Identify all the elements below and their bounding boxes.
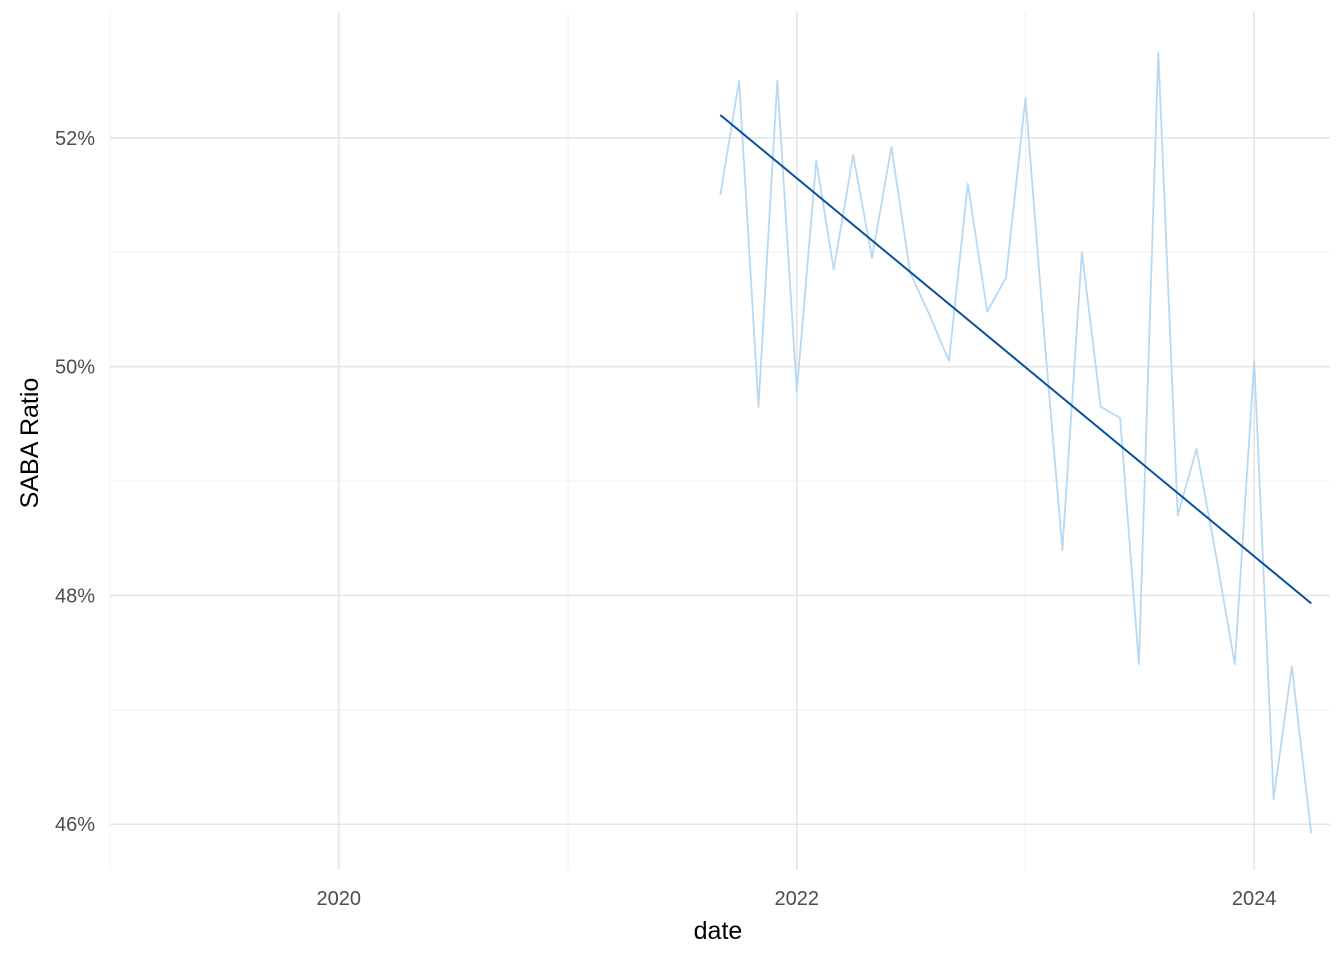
x-tick-label: 2020: [316, 888, 361, 910]
grid: [109, 12, 1330, 870]
y-tick-label: 46%: [55, 814, 95, 836]
y-tick-label: 48%: [55, 585, 95, 607]
y-tick-label: 50%: [55, 357, 95, 379]
x-axis-title: date: [694, 917, 743, 945]
series-line-monthly: [719, 51, 1313, 834]
series-line-trend: [719, 114, 1312, 605]
series-layer: [719, 51, 1313, 834]
x-tick-label: 2022: [775, 888, 820, 910]
y-tick-label: 52%: [55, 128, 95, 150]
x-tick-label: 2024: [1232, 888, 1277, 910]
y-axis-tick-labels: 46% 48% 50% 52%: [55, 128, 95, 836]
x-axis-tick-labels: 2020 2022 2024: [316, 888, 1276, 910]
y-axis-title: SABA Ratio: [16, 378, 44, 509]
